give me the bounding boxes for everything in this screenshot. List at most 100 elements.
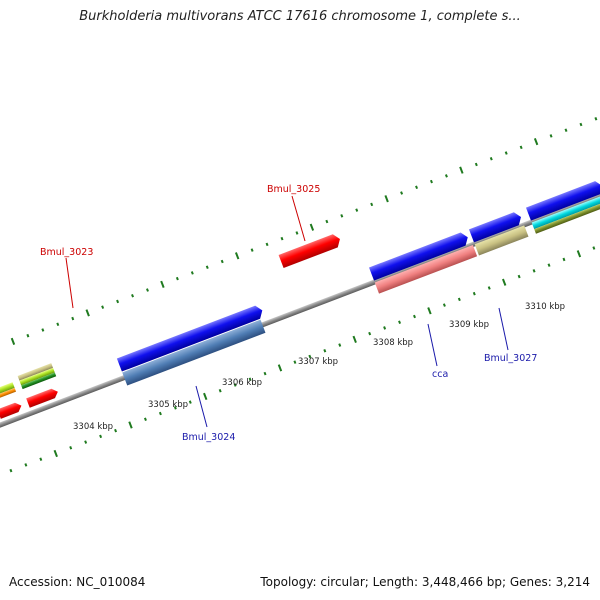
upper-tick-mark	[519, 145, 523, 150]
upper-tick-mark	[325, 219, 329, 224]
lower-tick-mark	[128, 421, 133, 429]
lower-tick-mark	[576, 250, 582, 258]
scale-label-3308: 3308 kbp	[373, 338, 413, 348]
lower-tick-mark	[158, 411, 162, 416]
scale-label-3309: 3309 kbp	[449, 320, 489, 330]
upper-tick-mark	[340, 214, 344, 218]
lower-tick-mark	[547, 263, 551, 267]
lower-tick-mark	[24, 463, 28, 467]
upper-tick-mark	[430, 179, 433, 184]
scale-label-3304: 3304 kbp	[73, 422, 113, 432]
lower-tick-mark	[338, 343, 342, 347]
upper-tick-mark	[234, 252, 240, 260]
gene-label-bmul-3025[interactable]: Bmul_3025	[267, 184, 320, 195]
lower-tick-mark	[532, 269, 536, 273]
upper-tick-mark	[101, 305, 105, 309]
gene-feature-red[interactable]	[0, 401, 23, 419]
upper-tick-mark	[41, 328, 45, 332]
lower-tick-mark	[99, 434, 103, 439]
lower-tick-mark	[188, 400, 192, 404]
lower-tick-mark	[487, 286, 491, 290]
gene-feature-pink	[374, 245, 478, 294]
lower-tick-mark	[383, 326, 387, 330]
scale-labels: 3304 kbp 3305 kbp 3306 kbp 3307 kbp 3308…	[73, 302, 565, 432]
lower-tick-mark	[114, 428, 118, 433]
lower-tick-mark	[248, 377, 252, 382]
upper-tick-mark	[384, 195, 389, 203]
upper-tick-mark	[459, 166, 464, 174]
lower-tick-mark	[592, 246, 596, 250]
upper-tick-mark	[400, 191, 404, 195]
upper-tick-mark	[504, 151, 508, 155]
lower-tick-mark	[413, 314, 416, 319]
lower-tick-mark	[427, 307, 432, 315]
lower-tick-mark	[517, 274, 521, 279]
gene-feature-khaki	[17, 363, 54, 381]
scale-label-3310: 3310 kbp	[525, 302, 565, 312]
gene-label-bmul-3024[interactable]: Bmul_3024	[182, 432, 235, 443]
upper-tick-mark	[190, 271, 194, 275]
upper-tick-mark	[85, 309, 90, 317]
upper-tick-mark	[549, 134, 553, 138]
lower-tick-mark	[53, 449, 58, 458]
upper-tick-mark	[160, 280, 165, 288]
scale-label-3305: 3305 kbp	[148, 400, 188, 410]
upper-tick-mark	[295, 231, 299, 235]
lower-tick-mark	[368, 331, 372, 336]
gene-label-bmul-3027[interactable]: Bmul_3027	[484, 353, 537, 364]
upper-tick-mark	[116, 299, 120, 304]
lower-tick-mark	[323, 349, 327, 353]
gene-label-bmul-3023[interactable]: Bmul_3023	[40, 247, 93, 258]
upper-tick-ruler	[10, 117, 598, 346]
lower-tick-mark	[143, 417, 147, 422]
left-stacked-genes	[0, 363, 57, 401]
upper-tick-mark	[309, 223, 315, 231]
lower-tick-mark	[9, 468, 13, 473]
lower-tick-mark	[502, 278, 507, 286]
leader-line-bmul-3024	[195, 385, 208, 428]
leader-line-bmul-3023	[65, 257, 74, 309]
upper-tick-mark	[280, 236, 284, 241]
lower-tick-mark	[233, 383, 237, 387]
gene-feature-green	[21, 372, 57, 390]
upper-tick-mark	[131, 293, 135, 298]
gene-feature-lime	[19, 367, 55, 386]
upper-tick-mark	[564, 128, 568, 132]
upper-tick-mark	[71, 316, 75, 321]
leader-line-cca	[427, 323, 438, 367]
upper-tick-mark	[533, 137, 539, 146]
gene-feature-blue[interactable]	[369, 231, 470, 281]
gene-label-cca[interactable]: cca	[432, 369, 448, 380]
upper-tick-mark	[265, 242, 269, 247]
gene-labels: Bmul_3023 Bmul_3025 Bmul_3024 cca Bmul_3…	[40, 184, 537, 443]
lower-tick-mark	[442, 303, 446, 307]
topology-summary-text: Topology: circular; Length: 3,448,466 bp…	[260, 575, 590, 589]
gene-feature-steel	[122, 319, 266, 386]
lower-tick-mark	[263, 371, 267, 376]
upper-tick-mark	[26, 333, 30, 338]
upper-tick-mark	[146, 288, 149, 292]
gene-feature-blue[interactable]	[468, 210, 524, 243]
gene-feature-red[interactable]	[278, 232, 343, 269]
accession-text: Accession: NC_010084	[9, 575, 146, 589]
gene-feature-lime	[0, 382, 15, 397]
upper-tick-mark	[250, 248, 254, 252]
leader-line-bmul-3027	[498, 307, 509, 351]
gene-feature-red[interactable]	[26, 387, 59, 408]
upper-tick-mark	[474, 162, 478, 167]
gene-feature-cyan	[531, 193, 600, 230]
lower-tick-mark	[39, 457, 43, 461]
map-title: Burkholderia multivorans ATCC 17616 chro…	[79, 9, 521, 24]
lower-tick-mark	[203, 392, 208, 401]
scale-label-3306: 3306 kbp	[222, 378, 262, 388]
lower-tick-mark	[308, 354, 312, 359]
lower-tick-ruler	[9, 246, 596, 473]
lower-tick-mark	[218, 388, 222, 393]
lower-tick-mark	[398, 320, 402, 324]
upper-tick-mark	[10, 337, 16, 346]
lower-tick-mark	[472, 291, 476, 296]
lower-tick-mark	[293, 360, 297, 364]
gene-feature-blue[interactable]	[116, 304, 265, 372]
gene-feature-blue[interactable]	[525, 179, 600, 221]
